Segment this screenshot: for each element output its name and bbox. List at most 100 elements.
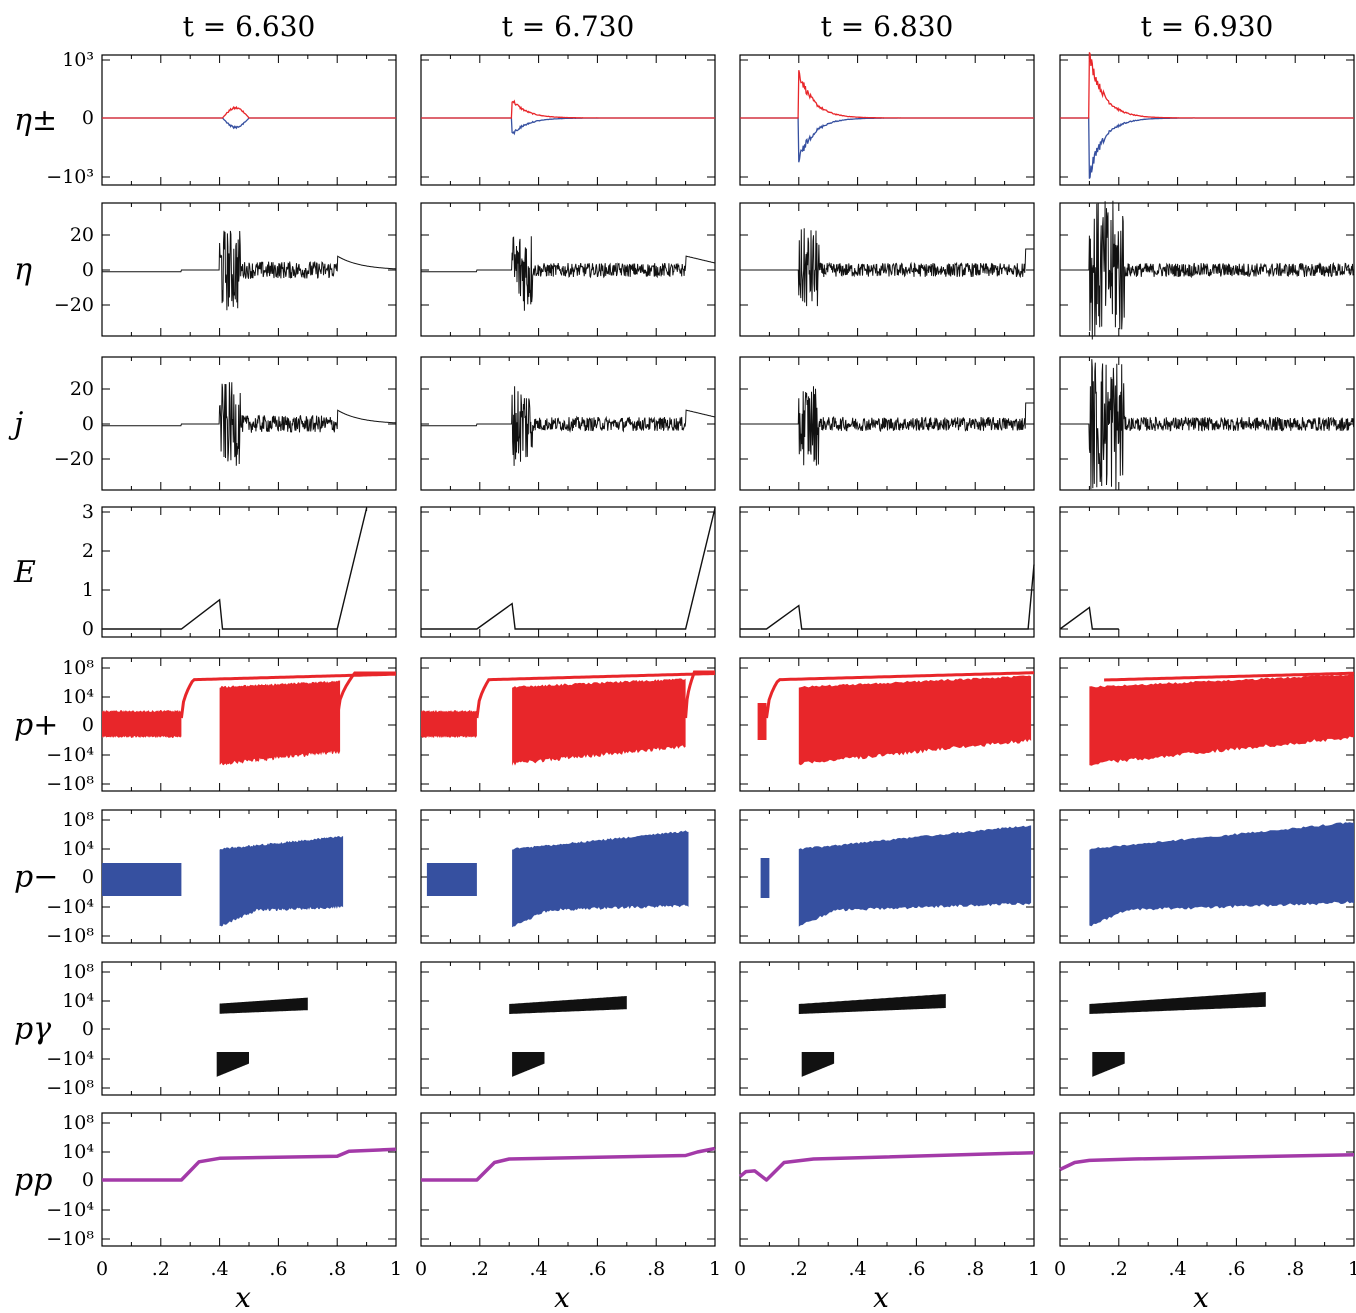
row-label-j: j: [8, 407, 23, 442]
eta-line: [420, 236, 716, 311]
x-tick-label: 1: [1028, 1258, 1040, 1280]
panel-frame: [101, 506, 397, 638]
eta-minus-line: [740, 117, 1034, 163]
column-title: t = 6.630: [183, 10, 316, 43]
j-line: [101, 382, 397, 466]
x-tick-label: 0: [1054, 1258, 1066, 1280]
p-minus-band: [760, 858, 770, 898]
x-axis-label: x: [873, 1281, 889, 1313]
panel-frame: [1059, 1112, 1355, 1247]
panel-frame: [420, 961, 716, 1096]
y-tick-label: 0: [82, 259, 94, 281]
x-tick-label: .2: [1110, 1258, 1128, 1280]
x-axis-label: x: [235, 1281, 251, 1313]
x-tick-label: .2: [790, 1258, 808, 1280]
panel-frame: [739, 961, 1035, 1096]
eta-line: [739, 228, 1034, 307]
x-tick-label: .2: [471, 1258, 489, 1280]
p-minus-band: [798, 825, 1032, 927]
x-tick-label: .4: [1169, 1258, 1187, 1280]
x-tick-label: .4: [530, 1258, 548, 1280]
y-tick-label: 10⁸: [62, 1112, 94, 1134]
x-tick-label: 1: [709, 1258, 721, 1280]
y-tick-label: 10⁸: [62, 657, 94, 679]
y-tick-label: 0: [82, 618, 94, 640]
eta-line: [101, 230, 397, 311]
y-tick-label: −10⁴: [46, 896, 94, 918]
y-tick-label: 0: [82, 107, 94, 129]
p-gamma-upper: [1089, 992, 1266, 1014]
y-tick-label: 10³: [62, 49, 94, 71]
p-minus-band: [1089, 822, 1354, 927]
panel-frame: [420, 506, 716, 638]
y-tick-label: −10⁴: [46, 1199, 94, 1221]
y-tick-label: −10⁴: [46, 1048, 94, 1070]
x-tick-label: 0: [96, 1258, 108, 1280]
x-tick-label: .6: [1227, 1258, 1245, 1280]
y-tick-label: −10⁸: [46, 773, 94, 795]
p-minus-band: [219, 836, 344, 927]
j-line: [1059, 359, 1355, 491]
y-tick-label: −10⁸: [46, 1228, 94, 1250]
y-tick-label: −20: [54, 448, 94, 470]
panel-frame: [101, 54, 397, 186]
eta-plus-line: [1060, 52, 1354, 119]
row-label-E: E: [13, 555, 36, 590]
panel-frame: [1059, 506, 1355, 638]
p-gamma-upper: [509, 996, 627, 1014]
p-plus-curve: [684, 670, 715, 719]
row-label-p_plus: p+: [14, 708, 58, 743]
panel-frame: [739, 54, 1035, 186]
p-plus-curve: [335, 671, 396, 719]
p-minus-band: [426, 863, 477, 896]
p-plus-band: [798, 675, 1032, 766]
E-line: [740, 564, 1035, 630]
p-minus-band: [512, 830, 689, 928]
panel-frame: [420, 54, 716, 186]
eta-minus-line: [421, 117, 715, 136]
column-title: t = 6.830: [821, 10, 954, 43]
y-tick-label: −20: [54, 294, 94, 316]
p-gamma-lower: [1092, 1052, 1125, 1077]
x-tick-label: .2: [152, 1258, 170, 1280]
x-tick-label: .4: [849, 1258, 867, 1280]
y-tick-label: 3: [82, 501, 94, 523]
x-tick-label: .6: [588, 1258, 606, 1280]
y-tick-label: −10³: [46, 166, 94, 188]
x-tick-label: 1: [390, 1258, 402, 1280]
y-tick-label: 20: [70, 378, 94, 400]
E-line: [1059, 606, 1119, 630]
p-minus-band: [102, 863, 182, 896]
x-axis-label: x: [1193, 1281, 1209, 1313]
p-plus-band: [512, 678, 686, 766]
x-tick-label: .8: [1286, 1258, 1304, 1280]
E-line: [102, 507, 368, 630]
y-tick-label: 2: [82, 540, 94, 562]
y-tick-label: 0: [82, 1018, 94, 1040]
panel-frame: [101, 961, 397, 1096]
y-tick-label: 10⁴: [62, 686, 94, 708]
panel-frame: [1059, 54, 1355, 186]
p-plus-curve: [475, 672, 716, 719]
y-tick-label: 10⁴: [62, 1141, 94, 1163]
x-tick-label: .8: [966, 1258, 984, 1280]
x-tick-label: 1: [1348, 1258, 1356, 1280]
eta-minus-line: [1060, 117, 1354, 179]
x-tick-label: .8: [328, 1258, 346, 1280]
p-plus-curve: [179, 672, 396, 719]
y-tick-label: 0: [82, 1169, 94, 1191]
x-tick-label: 0: [415, 1258, 427, 1280]
x-tick-label: 0: [734, 1258, 746, 1280]
p-plus-band: [102, 710, 182, 738]
E-line: [421, 507, 716, 630]
x-tick-label: .6: [907, 1258, 925, 1280]
y-tick-label: 0: [82, 714, 94, 736]
p-gamma-lower: [801, 1052, 835, 1077]
row-label-p_minus: p−: [14, 860, 58, 895]
j-line: [739, 386, 1034, 466]
y-tick-label: 10⁴: [62, 990, 94, 1012]
y-tick-label: 0: [82, 866, 94, 888]
eta-plus-line: [740, 70, 1034, 119]
y-tick-label: −10⁸: [46, 1077, 94, 1099]
